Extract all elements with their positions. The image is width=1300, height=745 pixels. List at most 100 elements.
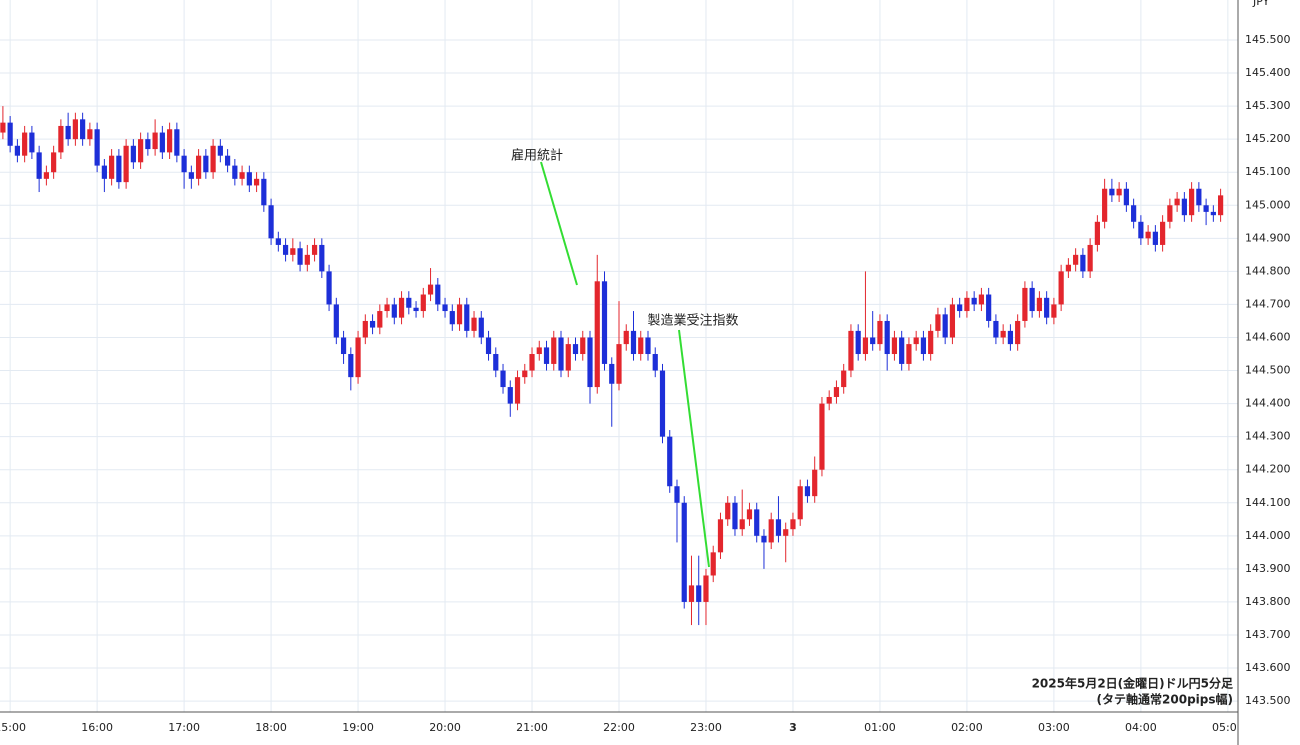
candle-body: [572, 344, 579, 355]
candle-body: [174, 129, 180, 156]
candle-body: [949, 304, 956, 338]
candle-body: [1036, 297, 1042, 312]
candle-body: [1152, 231, 1158, 245]
candle-body: [0, 122, 6, 133]
x-tick-label: 20:00: [429, 721, 461, 734]
candle-body: [22, 132, 28, 156]
candle-body: [623, 330, 629, 345]
candle-body: [304, 254, 310, 265]
candle-body: [1109, 188, 1115, 196]
candle-body: [877, 320, 883, 345]
candle-body: [232, 165, 238, 179]
candle-body: [58, 125, 64, 153]
candle-body: [797, 486, 803, 520]
x-tick-label: 05:00: [1212, 721, 1244, 734]
candle-body: [348, 354, 354, 378]
candle-body: [645, 337, 651, 355]
candle-body: [594, 281, 600, 388]
y-tick-label: 143.900: [1245, 562, 1291, 575]
candle-body: [224, 155, 231, 166]
candle-body: [464, 304, 470, 331]
candle-body: [290, 248, 296, 255]
candle-body: [507, 387, 513, 404]
candle-body: [253, 178, 260, 186]
y-axis-label: JPY: [1252, 0, 1270, 8]
candle-body: [558, 337, 564, 371]
candle-body: [543, 347, 550, 364]
candle-body: [1189, 188, 1195, 216]
candle-body: [420, 294, 426, 312]
candle-body: [94, 129, 100, 166]
candle-body: [14, 145, 20, 156]
y-tick-label: 144.900: [1245, 231, 1291, 244]
candle-body: [514, 377, 521, 404]
candle-body: [239, 172, 245, 179]
candle-body: [297, 248, 303, 265]
candle-body: [565, 344, 571, 371]
candle-body: [311, 244, 318, 255]
x-tick-label: 18:00: [255, 721, 287, 734]
candle-body: [1145, 231, 1151, 239]
candle-body: [957, 304, 963, 312]
candle-body: [1167, 205, 1173, 222]
candle-body: [790, 519, 796, 530]
candle-body: [746, 509, 753, 520]
candle-body: [1007, 330, 1014, 345]
candle-body: [145, 139, 151, 150]
candle-body: [65, 125, 71, 140]
candle-body: [123, 145, 129, 183]
candle-body: [812, 469, 818, 497]
x-tick-label: 23:00: [690, 721, 722, 734]
candle-body: [500, 370, 506, 388]
candle-body: [1073, 254, 1079, 265]
candle-body: [377, 311, 383, 328]
candle-body: [355, 337, 361, 378]
candle-body: [275, 238, 281, 245]
candle-body: [971, 297, 977, 305]
candle-body: [833, 387, 840, 397]
candle-body: [261, 178, 267, 206]
candle-body: [1123, 188, 1129, 206]
candle-body: [456, 304, 463, 325]
candle-body: [913, 337, 919, 345]
candle-body: [203, 155, 209, 173]
candle-body: [891, 337, 898, 355]
candle-body: [536, 347, 542, 355]
candle-body: [101, 165, 107, 179]
candle-body: [841, 370, 847, 388]
candle-body: [80, 119, 86, 140]
candle-body: [710, 552, 716, 576]
candle-body: [442, 304, 448, 312]
y-tick-label: 144.300: [1245, 430, 1291, 443]
candle-body: [703, 575, 709, 602]
candle-body: [601, 281, 608, 364]
candle-body: [362, 320, 368, 338]
candle-body: [855, 330, 861, 355]
x-tick-label: 17:00: [168, 721, 200, 734]
candle-body: [1094, 221, 1100, 245]
candle-body: [978, 294, 985, 305]
candle-body: [282, 244, 289, 255]
candle-body: [210, 145, 216, 173]
candle-body: [819, 403, 825, 470]
candle-body: [1102, 188, 1108, 222]
y-tick-label: 145.000: [1245, 198, 1291, 211]
x-tick-label: 02:00: [951, 721, 983, 734]
x-tick-label: 22:00: [603, 721, 635, 734]
candle-body: [413, 307, 419, 312]
candle-body: [1138, 221, 1144, 239]
candle-body: [398, 297, 405, 318]
x-tick-label: 03:00: [1038, 721, 1070, 734]
y-tick-label: 144.600: [1245, 330, 1291, 343]
candle-body: [725, 502, 731, 520]
candle-body: [986, 294, 992, 321]
annotation-line: [678, 329, 710, 568]
candle-body: [768, 519, 774, 543]
candle-body: [804, 486, 811, 497]
candle-body: [681, 502, 687, 602]
candle-body: [899, 337, 905, 364]
candle-body: [688, 585, 695, 602]
x-tick-label: 21:00: [516, 721, 548, 734]
candle-body: [1203, 205, 1209, 212]
